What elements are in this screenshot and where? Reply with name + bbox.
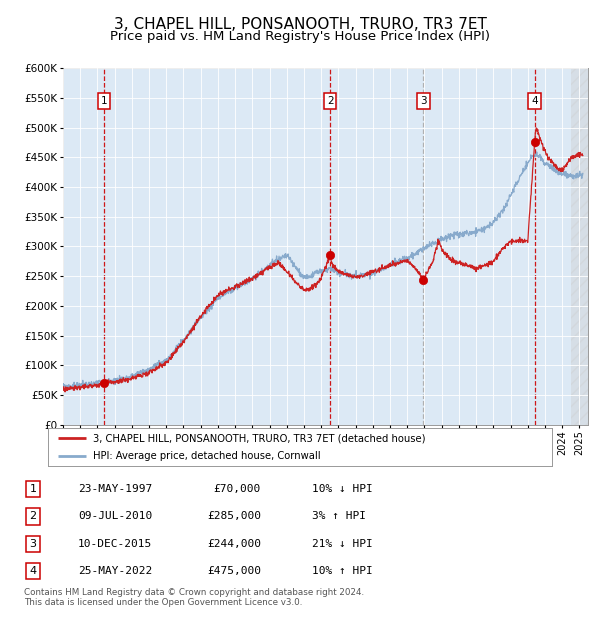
Text: 3% ↑ HPI: 3% ↑ HPI: [312, 512, 366, 521]
Text: 10-DEC-2015: 10-DEC-2015: [78, 539, 152, 549]
Text: £285,000: £285,000: [207, 512, 261, 521]
Text: HPI: Average price, detached house, Cornwall: HPI: Average price, detached house, Corn…: [94, 451, 321, 461]
Text: 3: 3: [29, 539, 37, 549]
Text: 1: 1: [101, 96, 107, 106]
Text: 3: 3: [420, 96, 427, 106]
Bar: [571, 68, 588, 425]
Text: Price paid vs. HM Land Registry's House Price Index (HPI): Price paid vs. HM Land Registry's House …: [110, 30, 490, 43]
Text: Contains HM Land Registry data © Crown copyright and database right 2024.
This d: Contains HM Land Registry data © Crown c…: [24, 588, 364, 607]
Text: £244,000: £244,000: [207, 539, 261, 549]
Text: 21% ↓ HPI: 21% ↓ HPI: [312, 539, 373, 549]
Text: 25-MAY-2022: 25-MAY-2022: [78, 566, 152, 576]
Text: 09-JUL-2010: 09-JUL-2010: [78, 512, 152, 521]
Text: £70,000: £70,000: [214, 484, 261, 494]
Text: 10% ↑ HPI: 10% ↑ HPI: [312, 566, 373, 576]
Text: 3, CHAPEL HILL, PONSANOOTH, TRURO, TR3 7ET (detached house): 3, CHAPEL HILL, PONSANOOTH, TRURO, TR3 7…: [94, 433, 426, 443]
Text: 4: 4: [532, 96, 538, 106]
Text: 23-MAY-1997: 23-MAY-1997: [78, 484, 152, 494]
Text: 10% ↓ HPI: 10% ↓ HPI: [312, 484, 373, 494]
Text: £475,000: £475,000: [207, 566, 261, 576]
Text: 3, CHAPEL HILL, PONSANOOTH, TRURO, TR3 7ET: 3, CHAPEL HILL, PONSANOOTH, TRURO, TR3 7…: [113, 17, 487, 32]
Text: 2: 2: [327, 96, 334, 106]
Text: 2: 2: [29, 512, 37, 521]
Text: 1: 1: [29, 484, 37, 494]
Text: 4: 4: [29, 566, 37, 576]
